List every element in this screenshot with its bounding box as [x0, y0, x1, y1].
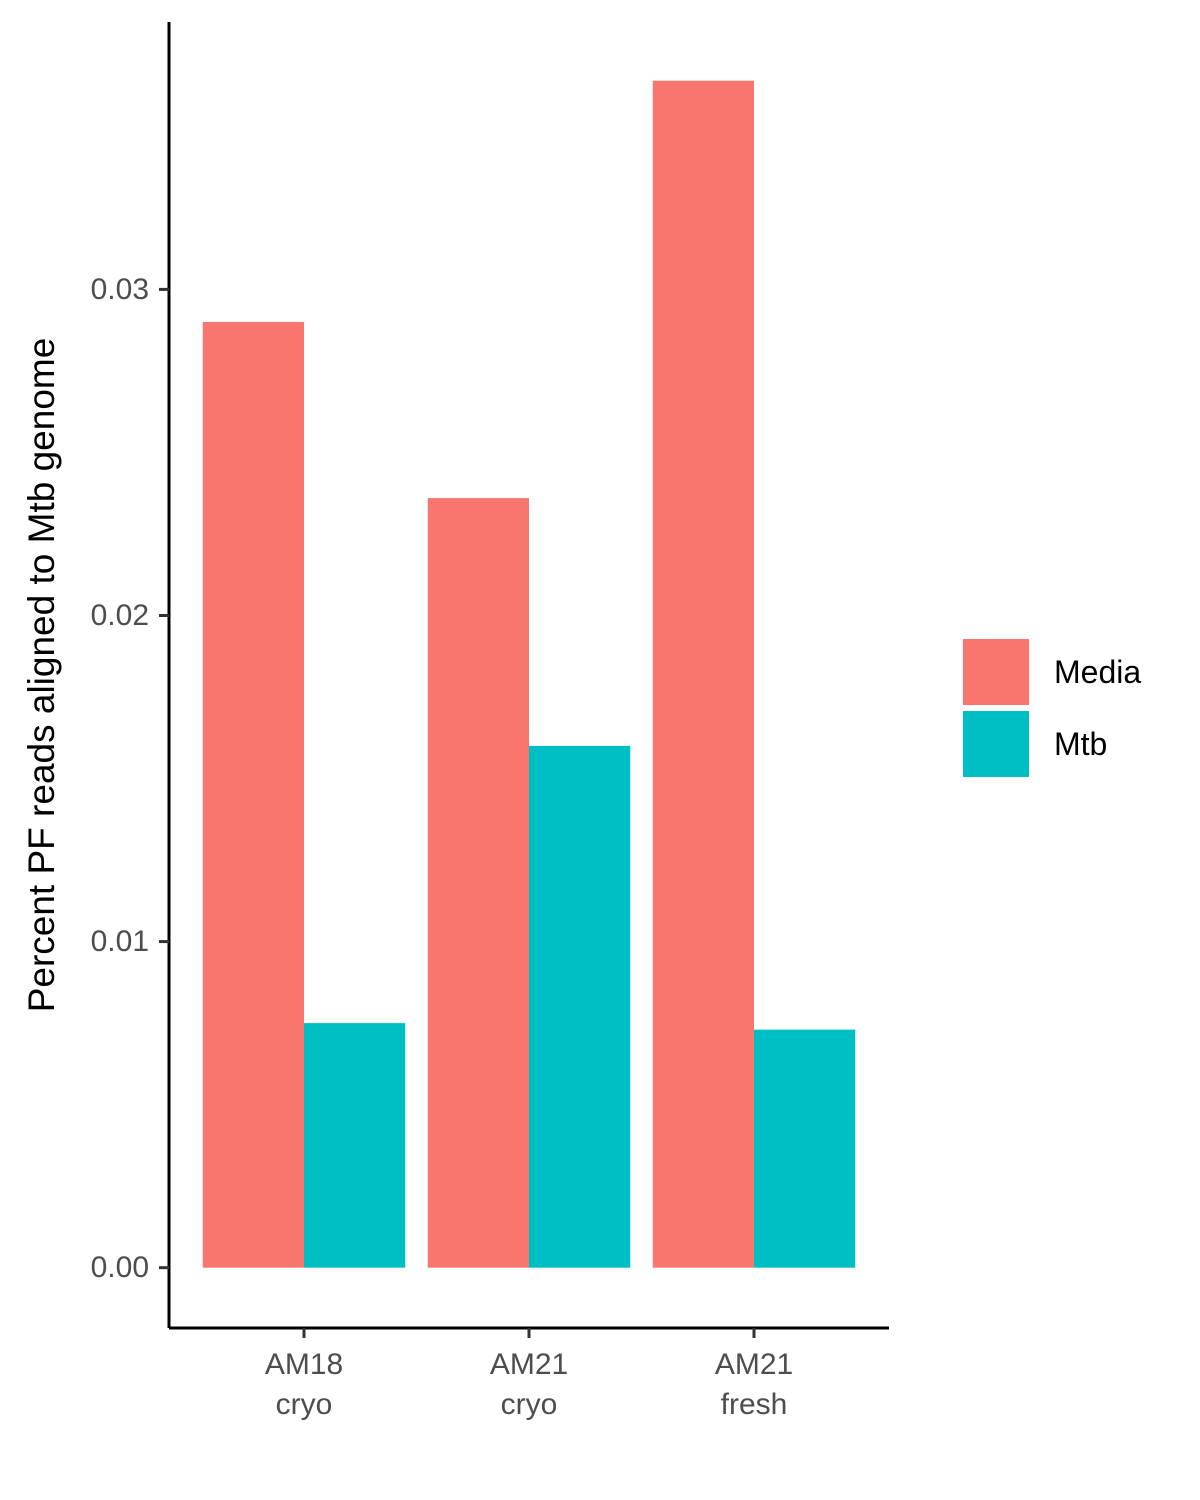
y-axis-title: Percent PF reads aligned to Mtb genome: [21, 338, 62, 1013]
x-tick-label: AM21 fresh: [715, 1348, 793, 1421]
bars-group: [202, 80, 856, 1268]
legend-key-media: [963, 639, 1029, 705]
y-tick-label: 0.01: [91, 925, 149, 958]
bar-mtb-3: [754, 1029, 856, 1268]
legend-label-mtb: Mtb: [1054, 726, 1107, 762]
y-axis: 0.00 0.01 0.02 0.03: [91, 22, 171, 1328]
y-tick-label: 0.00: [91, 1251, 149, 1284]
x-axis: AM18 cryo AM21 cryo AM21 fresh: [169, 1326, 889, 1421]
y-tick-label: 0.02: [91, 599, 149, 632]
legend-key-mtb: [963, 711, 1029, 777]
x-tick-label: AM21 cryo: [490, 1348, 568, 1421]
bar-media-2: [427, 498, 529, 1268]
bar-mtb-1: [304, 1023, 406, 1268]
bar-mtb-2: [529, 745, 631, 1268]
bar-media-1: [202, 322, 304, 1268]
legend-label-media: Media: [1054, 654, 1141, 690]
bar-media-3: [652, 80, 754, 1268]
y-tick-label: 0.03: [91, 273, 149, 306]
x-tick-label: AM18 cryo: [265, 1348, 343, 1421]
legend: Media Mtb: [963, 639, 1141, 777]
